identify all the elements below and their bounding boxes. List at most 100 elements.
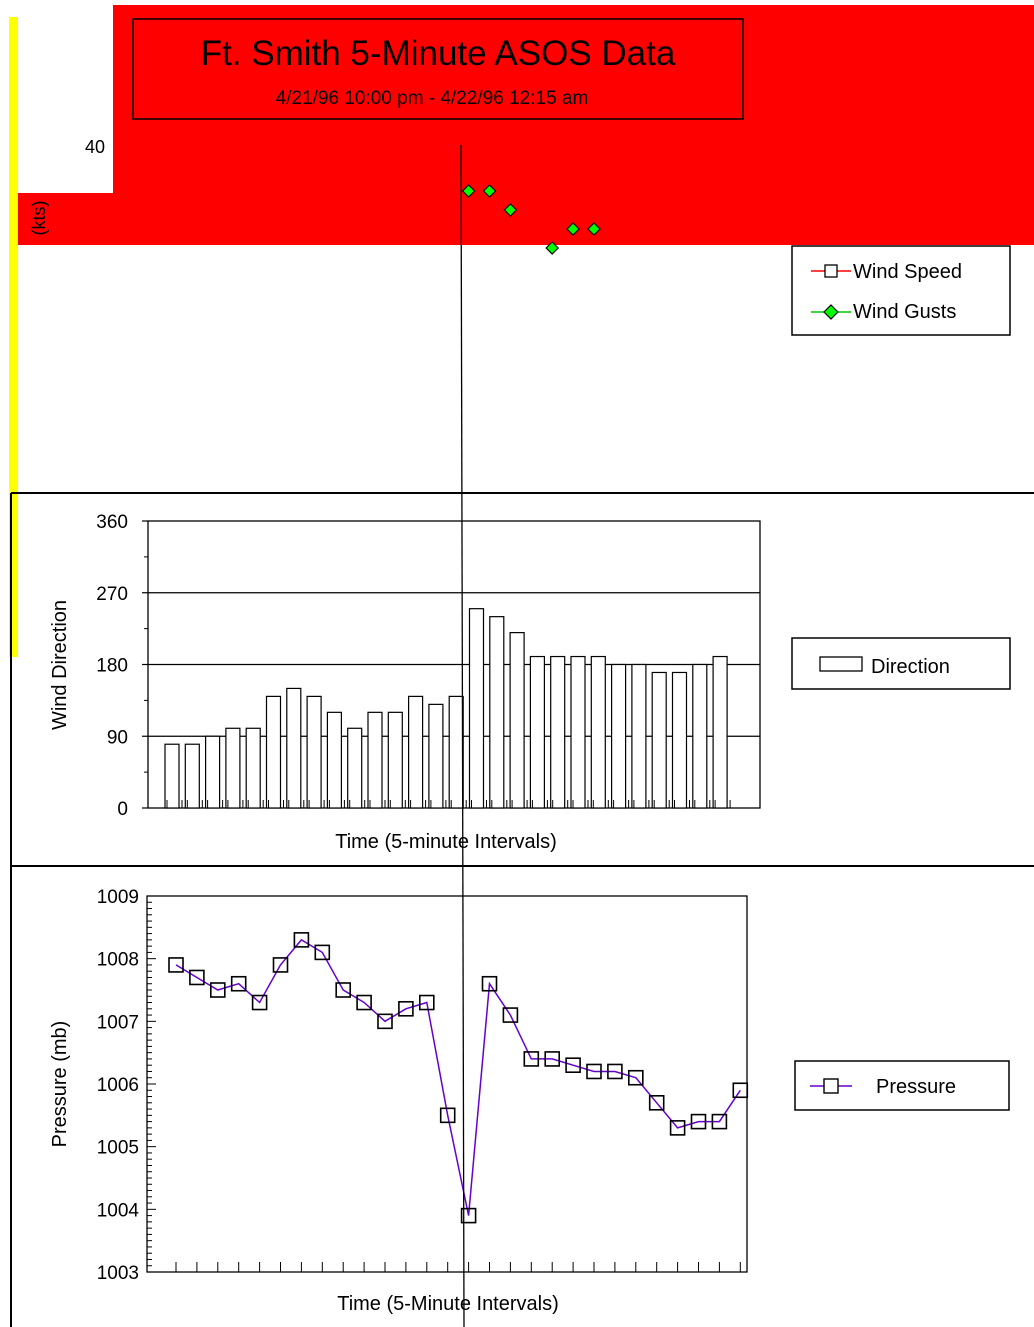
pressure-x-ticks <box>175 1262 741 1272</box>
wind-gust-marker <box>503 203 518 217</box>
pressure-marker <box>418 994 435 1011</box>
pressure-marker <box>398 1000 414 1017</box>
pressure-marker <box>565 1057 581 1073</box>
pressure-marker <box>544 1051 561 1067</box>
direction-bar <box>326 711 342 809</box>
pressure-y-tick-label: 1005 <box>97 1138 139 1159</box>
pressure-y-axis-label: Pressure (mb) <box>49 1021 71 1148</box>
direction-bar <box>610 663 627 809</box>
direction-bar <box>509 632 525 809</box>
pressure-minor-ticks <box>147 895 156 1273</box>
direction-bar <box>265 695 282 809</box>
side-accent-bar <box>9 17 18 657</box>
pressure-y-tick-label: 1003 <box>97 1263 139 1284</box>
pressure-y-tick-label: 1008 <box>97 950 139 971</box>
pressure-marker <box>272 957 289 973</box>
direction-bar <box>387 711 403 809</box>
direction-bar <box>225 727 241 809</box>
pressure-marker <box>732 1082 749 1099</box>
direction-bar <box>164 743 180 809</box>
pressure-marker <box>690 1113 707 1130</box>
pressure-x-axis-label: Time (5-Minute Intervals) <box>337 1293 559 1315</box>
pressure-y-ticks: 1003 1004 1005 1006 1007 1008 1009 <box>97 887 140 1284</box>
direction-legend-label: Direction <box>871 656 950 678</box>
direction-bar <box>570 655 586 809</box>
direction-bar <box>468 608 485 809</box>
direction-bar <box>306 695 322 809</box>
pressure-marker <box>460 1207 477 1224</box>
wind-speed-legend-marker <box>824 264 838 278</box>
pressure-marker <box>439 1107 456 1124</box>
direction-y-tick-label: 360 <box>96 512 128 533</box>
wind-y-axis-label: (kts) <box>29 201 49 236</box>
pressure-marker <box>607 1063 623 1080</box>
wind-gust-marker <box>545 241 560 255</box>
direction-bar <box>692 663 708 809</box>
direction-y-ticks: 0 90 180 270 360 <box>96 512 148 820</box>
pressure-marker <box>502 1007 519 1023</box>
pressure-line <box>175 938 741 1216</box>
direction-bars <box>164 608 731 809</box>
wind-gusts-legend-label: Wind Gusts <box>853 301 956 323</box>
title-box <box>132 18 744 120</box>
pressure-marker <box>711 1113 728 1130</box>
pressure-plot-frame <box>146 895 748 1273</box>
pressure-markers <box>168 932 749 1224</box>
pressure-marker <box>189 969 205 986</box>
direction-y-tick-label: 180 <box>96 656 128 677</box>
pressure-marker <box>377 1013 393 1030</box>
direction-bar <box>347 727 363 809</box>
pressure-marker <box>335 982 352 998</box>
pressure-marker <box>627 1069 644 1086</box>
top-left-white-patch <box>18 5 113 193</box>
pressure-y-tick-label: 1006 <box>97 1075 139 1096</box>
direction-bar <box>245 727 261 809</box>
pressure-marker <box>210 982 226 998</box>
wind-gust-marker <box>587 222 601 236</box>
direction-bar <box>205 735 221 809</box>
wind-gusts-legend-marker <box>823 304 839 320</box>
direction-bar <box>712 655 728 809</box>
pressure-legend-marker <box>823 1078 839 1094</box>
direction-bar <box>671 671 688 809</box>
pressure-marker <box>356 994 372 1011</box>
direction-bar <box>286 687 302 809</box>
direction-bar <box>529 655 546 809</box>
wind-gust-marker <box>482 184 497 198</box>
direction-bar <box>489 616 505 809</box>
event-marker-line <box>460 144 465 1327</box>
pressure-panel: 1003 1004 1005 1006 1007 1008 1009 Time (5-Min… <box>49 887 1010 1315</box>
chart-subtitle: 4/21/96 10:00 pm - 4/22/96 12:15 am <box>276 88 589 109</box>
direction-bar <box>184 743 200 809</box>
wind-gust-marker <box>566 222 580 236</box>
direction-bar <box>367 711 383 809</box>
pressure-y-tick-label: 1004 <box>97 1200 140 1221</box>
direction-y-tick-label: 0 <box>117 799 128 820</box>
pressure-marker <box>251 994 268 1011</box>
wind-legend-box <box>791 245 1011 336</box>
pressure-marker <box>669 1120 686 1136</box>
direction-bar <box>428 703 444 809</box>
wind-gust-marker <box>461 184 476 198</box>
direction-y-axis-label: Wind Direction <box>49 600 71 730</box>
direction-x-axis-label: Time (5-minute Intervals) <box>335 831 557 853</box>
pressure-legend-label: Pressure <box>876 1076 956 1098</box>
direction-y-tick-label: 90 <box>107 727 128 748</box>
wind-y-tick-label: 40 <box>85 137 105 157</box>
pressure-marker <box>168 957 184 973</box>
pressure-y-tick-label: 1009 <box>97 887 139 908</box>
direction-bar <box>448 695 464 809</box>
wind-gust-series <box>461 184 601 255</box>
wind-speed-legend-label: Wind Speed <box>853 261 962 283</box>
pressure-y-tick-label: 1007 <box>97 1012 139 1033</box>
chart-title: Ft. Smith 5-Minute ASOS Data <box>201 34 676 73</box>
direction-bar <box>408 695 424 809</box>
pressure-marker <box>314 944 331 961</box>
pressure-marker <box>648 1095 665 1111</box>
direction-legend-swatch <box>819 656 863 672</box>
direction-bar <box>651 671 667 809</box>
wind-panel: 40 (kts) Wind Speed Wind Gusts <box>29 137 1011 336</box>
header-band <box>18 5 1034 245</box>
pressure-marker <box>523 1051 540 1067</box>
